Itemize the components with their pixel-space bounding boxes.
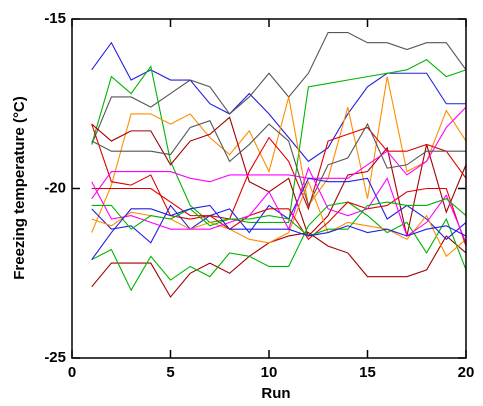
y-axis-label: Freezing temperature (°C) bbox=[11, 96, 28, 280]
series-line bbox=[91, 106, 467, 199]
x-tick-label: 20 bbox=[458, 364, 475, 381]
x-tick-label: 15 bbox=[359, 364, 376, 381]
y-tick-label: -15 bbox=[44, 10, 66, 27]
y-tick-label: -25 bbox=[44, 349, 66, 366]
x-tick-label: 5 bbox=[166, 364, 174, 381]
series-line bbox=[91, 180, 467, 258]
series-line bbox=[91, 177, 467, 244]
series-line bbox=[91, 123, 467, 220]
series-line bbox=[91, 76, 467, 233]
series-line bbox=[91, 201, 467, 292]
series-line bbox=[91, 120, 466, 207]
series-line bbox=[91, 166, 467, 243]
series-line bbox=[91, 198, 467, 237]
series-line bbox=[91, 116, 467, 237]
x-axis-label: Run bbox=[261, 385, 290, 402]
series-line bbox=[91, 231, 467, 298]
series-line bbox=[91, 41, 466, 163]
series-line bbox=[91, 59, 467, 223]
y-tick-label: -20 bbox=[44, 179, 66, 196]
x-tick-label: 10 bbox=[261, 364, 278, 381]
x-tick-label: 0 bbox=[68, 364, 76, 381]
series-line bbox=[91, 187, 467, 247]
series-line bbox=[91, 204, 467, 261]
series-line bbox=[91, 32, 467, 145]
